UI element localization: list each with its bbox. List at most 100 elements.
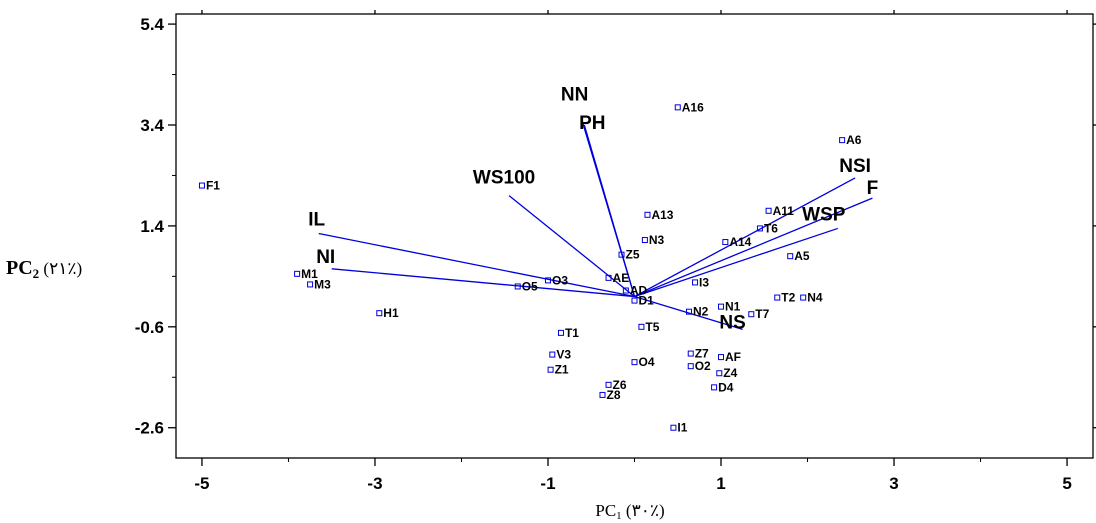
vector-il	[318, 232, 635, 298]
vector-label-nsi: NSI	[839, 156, 871, 177]
point-label-a16: A16	[682, 100, 704, 114]
point-marker-i3	[692, 279, 699, 286]
point-marker-z8	[599, 391, 606, 398]
point-marker-z5	[618, 251, 625, 258]
y-tick-label: -2.6	[135, 419, 164, 438]
x-tick-label: -3	[367, 474, 382, 493]
vector-ph	[583, 124, 636, 297]
point-label-t2: T2	[781, 291, 795, 305]
point-marker-t1	[557, 329, 564, 336]
vector-label-ws100: WS100	[473, 168, 535, 189]
point-marker-a16	[674, 104, 681, 111]
point-label-a14: A14	[729, 235, 751, 249]
y-axis-title: PC2 (۲۱٪)	[6, 257, 82, 281]
point-label-o3: O3	[552, 273, 568, 287]
point-marker-a11	[765, 207, 772, 214]
point-marker-m1	[294, 270, 301, 277]
x-tick-label: -5	[194, 474, 209, 493]
y-tick-label: 1.4	[140, 217, 164, 236]
y-tick-label: 5.4	[140, 15, 164, 34]
point-label-h1: H1	[383, 306, 399, 320]
vector-label-ni: NI	[316, 247, 335, 268]
vector-ni	[331, 268, 635, 298]
point-marker-o5	[514, 283, 521, 290]
x-tick-label: 5	[1062, 474, 1071, 493]
point-label-m3: M3	[314, 277, 331, 291]
point-marker-o4	[631, 359, 638, 366]
point-label-a6: A6	[846, 133, 862, 147]
point-marker-o3	[544, 277, 551, 284]
point-marker-d1	[631, 297, 638, 304]
x-tick-label: 1	[716, 474, 725, 493]
point-label-a11: A11	[773, 204, 795, 218]
point-marker-n4	[800, 294, 807, 301]
point-marker-ae	[605, 274, 612, 281]
vector-label-nn: NN	[561, 84, 588, 105]
point-marker-h1	[376, 310, 383, 317]
point-marker-z7	[687, 350, 694, 357]
point-marker-z4	[716, 370, 723, 377]
point-marker-d4	[711, 384, 718, 391]
point-label-t7: T7	[755, 307, 769, 321]
point-label-t1: T1	[565, 326, 579, 340]
point-label-o2: O2	[695, 359, 711, 373]
point-marker-v3	[549, 351, 556, 358]
point-marker-a5	[787, 253, 794, 260]
vector-f	[634, 197, 873, 298]
x-axis: -5 -3 -1 1 3 5	[194, 10, 1072, 493]
point-label-n1: N1	[725, 300, 741, 314]
point-marker-t6	[756, 225, 763, 232]
y-tick-label: 3.4	[140, 116, 164, 135]
point-marker-n1	[718, 303, 725, 310]
vector-wsp	[634, 227, 839, 298]
point-label-z7: Z7	[695, 347, 709, 361]
point-marker-n3	[641, 237, 648, 244]
point-label-t6: T6	[764, 221, 778, 235]
point-label-v3: V3	[556, 348, 571, 362]
point-label-z1: Z1	[555, 363, 569, 377]
point-label-n4: N4	[807, 291, 823, 305]
point-marker-n2	[686, 308, 693, 315]
y-axis: 5.4 3.4 1.4 -0.6 -2.6	[135, 15, 1096, 438]
point-label-i3: I3	[699, 275, 709, 289]
vector-label-wsp: WSP	[802, 204, 846, 225]
point-label-f1: F1	[206, 179, 220, 193]
point-marker-t5	[638, 323, 645, 330]
vector-label-ns: NS	[719, 312, 745, 333]
point-label-t5: T5	[645, 320, 659, 334]
point-label-z5: Z5	[626, 248, 640, 262]
point-marker-z1	[547, 366, 554, 373]
point-marker-a13	[644, 211, 651, 218]
point-label-a5: A5	[794, 249, 810, 263]
point-marker-af	[718, 354, 725, 361]
vector-label-ph: PH	[579, 113, 605, 134]
x-axis-title: PC1 (۳۰٪)	[595, 501, 664, 522]
point-label-z6: Z6	[613, 378, 627, 392]
point-label-af: AF	[725, 350, 741, 364]
point-marker-ad	[622, 287, 629, 294]
vector-ns	[634, 295, 743, 330]
point-label-z8: Z8	[606, 388, 620, 402]
vector-label-il: IL	[308, 209, 325, 230]
point-marker-m3	[307, 281, 314, 288]
vector-ws100	[508, 195, 635, 298]
y-tick-label: -0.6	[135, 318, 164, 337]
point-label-n2: N2	[693, 305, 709, 319]
point-label-ae: AE	[613, 271, 630, 285]
point-marker-o2	[687, 363, 694, 370]
vector-nsi	[634, 177, 856, 298]
x-tick-label: 3	[889, 474, 898, 493]
vector-label-f: F	[867, 178, 879, 199]
point-label-ad: AD	[630, 283, 648, 297]
point-marker-a6	[839, 137, 846, 144]
point-marker-f1	[198, 182, 205, 189]
point-marker-t7	[748, 311, 755, 318]
point-marker-i1	[670, 424, 677, 431]
point-label-z4: Z4	[723, 366, 737, 380]
point-marker-t2	[774, 294, 781, 301]
point-marker-a14	[722, 239, 729, 246]
point-label-i1: I1	[677, 421, 687, 435]
point-label-a13: A13	[651, 208, 673, 222]
